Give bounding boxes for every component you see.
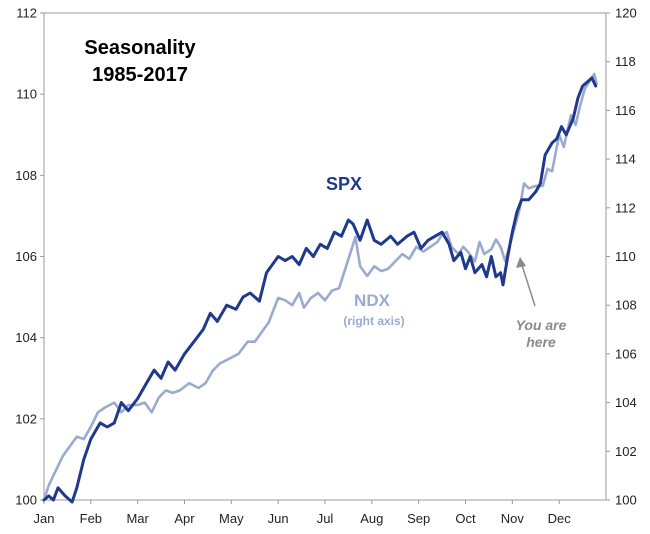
right-tick-label: 110 — [615, 249, 636, 264]
left-axis: 100 102 104 106 108 110 112 — [15, 6, 44, 508]
left-tick-label: 102 — [15, 411, 37, 426]
right-tick-label: 104 — [615, 395, 637, 410]
right-tick-label: 108 — [615, 298, 637, 313]
x-tick-label: Apr — [174, 511, 195, 526]
right-tick-label: 118 — [615, 54, 636, 69]
right-tick-label: 112 — [615, 200, 636, 215]
left-tick-label: 104 — [15, 330, 37, 345]
ndx-right-axis-note: (right axis) — [343, 314, 404, 328]
x-tick-label: Dec — [548, 511, 572, 526]
spx-series-line — [42, 76, 598, 504]
right-tick-label: 120 — [615, 6, 637, 21]
x-tick-label: Jun — [268, 511, 289, 526]
left-tick-label: 108 — [15, 168, 37, 183]
right-tick-label: 102 — [615, 444, 637, 459]
x-tick-label: Sep — [407, 511, 430, 526]
x-tick-label: Jul — [317, 511, 334, 526]
right-axis: 100 102 104 106 108 110 112 114 116 118 120 — [606, 6, 637, 508]
spx-series-label: SPX — [326, 174, 362, 194]
chart-title: Seasonality 1985-2017 — [84, 37, 196, 86]
x-tick-label: Oct — [455, 511, 476, 526]
ndx-series-line — [42, 72, 598, 502]
annotation-line-2: here — [526, 334, 556, 350]
x-tick-label: Jan — [34, 511, 55, 526]
x-tick-label: May — [219, 511, 244, 526]
you-are-here-annotation: You are here — [516, 257, 567, 350]
right-tick-label: 100 — [615, 493, 637, 508]
x-tick-label: Nov — [501, 511, 525, 526]
chart-title-line-2: 1985-2017 — [92, 64, 188, 86]
x-axis: Jan Feb Mar Apr May Jun Jul Aug Sep Oct Nov Dec — [34, 500, 572, 526]
chart-title-line-1: Seasonality — [84, 37, 196, 59]
ndx-series-label: NDX — [354, 291, 391, 310]
right-tick-label: 116 — [615, 103, 636, 118]
annotation-line-1: You are — [516, 317, 567, 333]
annotation-arrow-line — [520, 261, 536, 307]
right-tick-label: 114 — [615, 152, 636, 167]
x-tick-label: Feb — [80, 511, 102, 526]
annotation-arrow-head — [516, 257, 526, 268]
left-tick-label: 110 — [16, 87, 37, 102]
x-tick-label: Aug — [360, 511, 383, 526]
left-tick-label: 100 — [15, 493, 37, 508]
left-tick-label: 106 — [15, 249, 37, 264]
series-layer — [42, 72, 598, 504]
left-tick-label: 112 — [16, 6, 37, 21]
right-tick-label: 106 — [615, 346, 637, 361]
x-tick-label: Mar — [126, 511, 149, 526]
